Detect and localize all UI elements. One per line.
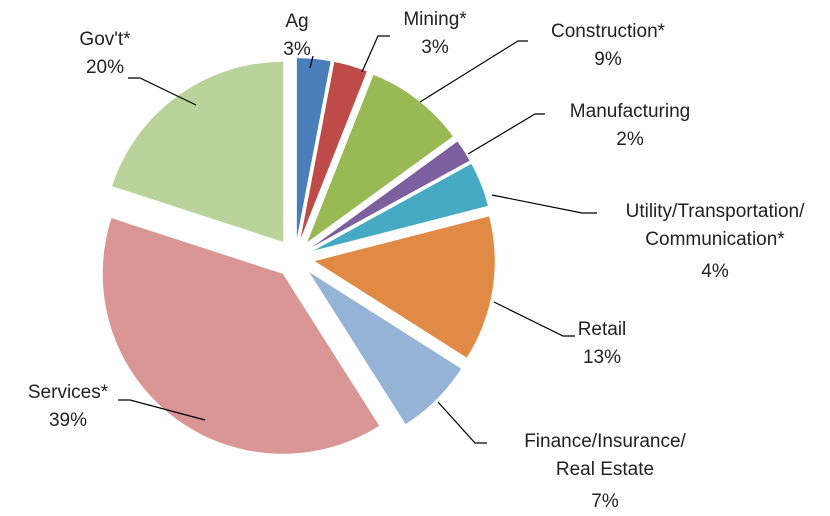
pie-slice xyxy=(112,61,284,242)
slice-value-label: 3% xyxy=(421,37,449,58)
leader-line xyxy=(361,35,390,73)
slice-label: Manufacturing xyxy=(570,101,690,122)
leader-line xyxy=(437,401,487,444)
leader-line xyxy=(493,301,575,337)
leader-line xyxy=(309,55,314,69)
pie-slice xyxy=(309,272,462,425)
pie-slice xyxy=(102,218,380,454)
leader-line xyxy=(467,113,545,155)
slice-label: Services* xyxy=(28,382,109,403)
slice-value-label: 20% xyxy=(86,57,124,78)
pie-slice xyxy=(296,58,331,239)
slice-value-label: 13% xyxy=(583,347,621,368)
slice-label: Mining* xyxy=(403,9,467,30)
slice-label: Finance/Insurance/Real Estate xyxy=(524,431,686,480)
leader-line xyxy=(419,40,528,103)
slice-value-label: 4% xyxy=(701,261,729,282)
slice-label: Ag xyxy=(285,11,308,32)
pie-slice xyxy=(314,216,495,358)
leader-line xyxy=(128,77,197,106)
leader-line xyxy=(118,399,206,421)
slice-value-label: 2% xyxy=(616,129,644,150)
slice-label: Retail xyxy=(578,319,627,340)
pie-slice xyxy=(311,141,470,248)
pie-slice xyxy=(300,61,367,239)
slice-value-label: 39% xyxy=(49,410,87,431)
slice-label: Utility/Transportation/Communication* xyxy=(626,201,806,250)
pie-slice xyxy=(313,163,488,251)
pie-slice xyxy=(307,74,453,243)
slice-value-label: 3% xyxy=(283,39,311,60)
slice-label: Construction* xyxy=(551,21,666,42)
slice-label: Gov't* xyxy=(79,29,131,50)
slice-value-label: 9% xyxy=(594,49,622,70)
slice-value-label: 7% xyxy=(591,491,619,512)
leader-line xyxy=(491,194,597,214)
